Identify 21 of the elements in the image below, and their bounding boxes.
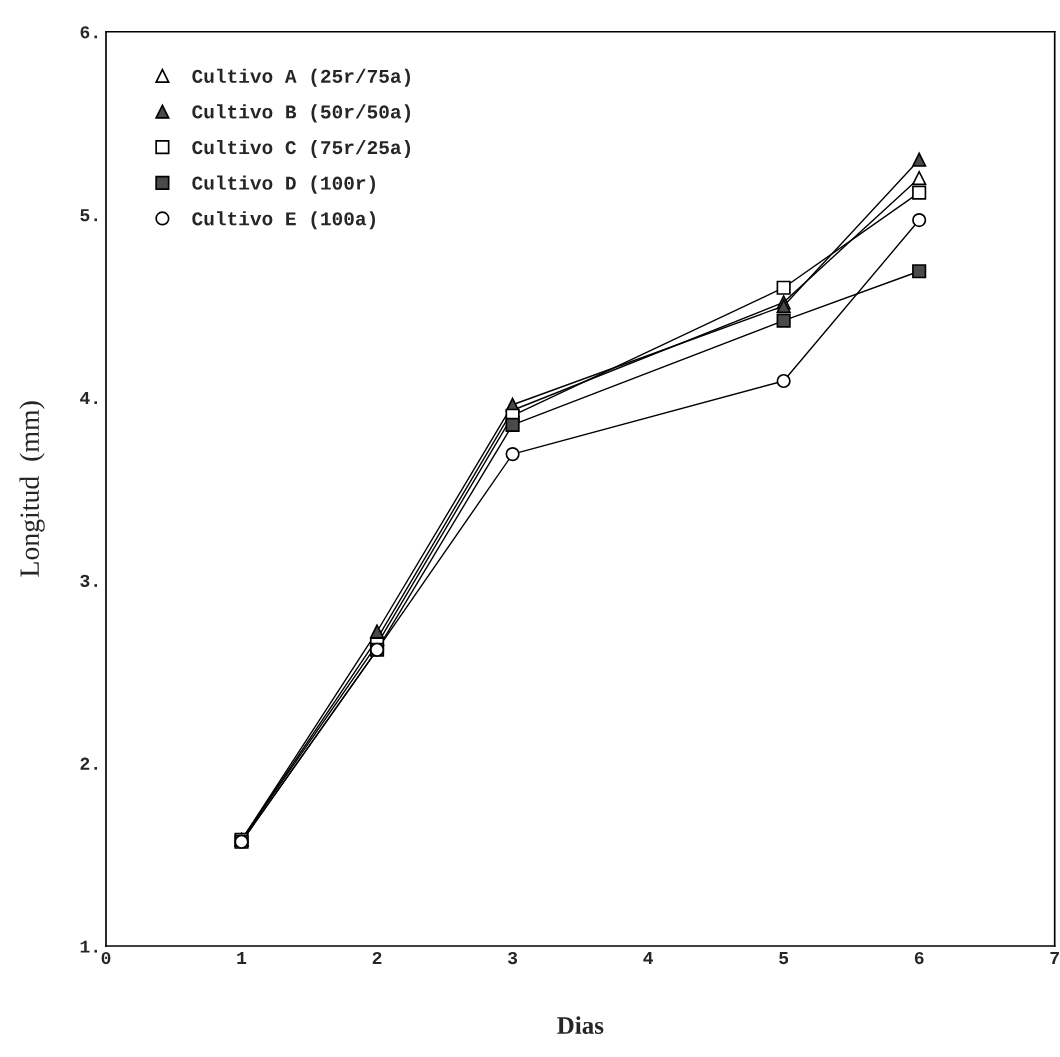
y-tick-label: 4.: [80, 392, 97, 404]
legend-label: Cultivo A (25r/75a): [192, 68, 410, 87]
x-axis-title: Dias: [557, 1016, 604, 1034]
legend-label: Cultivo C (75r/25a): [192, 139, 410, 159]
legend-label: Cultivo D (100r): [192, 175, 375, 194]
x-tick-label: 3: [507, 951, 518, 965]
x-tick-label: 2: [372, 951, 382, 964]
x-tick-label: 1: [237, 952, 247, 964]
y-axis-title: Longitud (mm): [19, 401, 45, 577]
y-tick-label: 2.: [80, 757, 97, 770]
y-tick-label: 6.: [80, 26, 97, 39]
x-tick-label: 4: [643, 952, 653, 964]
y-tick-label: 5.: [80, 209, 97, 222]
legend-label: Cultivo E (100a): [192, 211, 375, 230]
x-tick-label: 5: [779, 952, 789, 965]
x-tick-label: 7: [1050, 952, 1059, 964]
x-tick-label: 0: [101, 951, 111, 965]
y-tick-label: 3.: [80, 574, 97, 588]
x-tick-label: 6: [914, 951, 924, 965]
legend-label: Cultivo B (50r/50a): [192, 104, 410, 123]
y-tick-label: 1.: [80, 940, 97, 953]
